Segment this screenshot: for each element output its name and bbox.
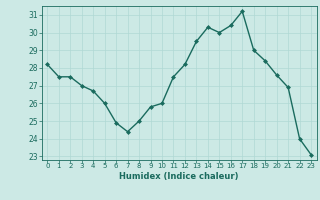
X-axis label: Humidex (Indice chaleur): Humidex (Indice chaleur)	[119, 172, 239, 181]
